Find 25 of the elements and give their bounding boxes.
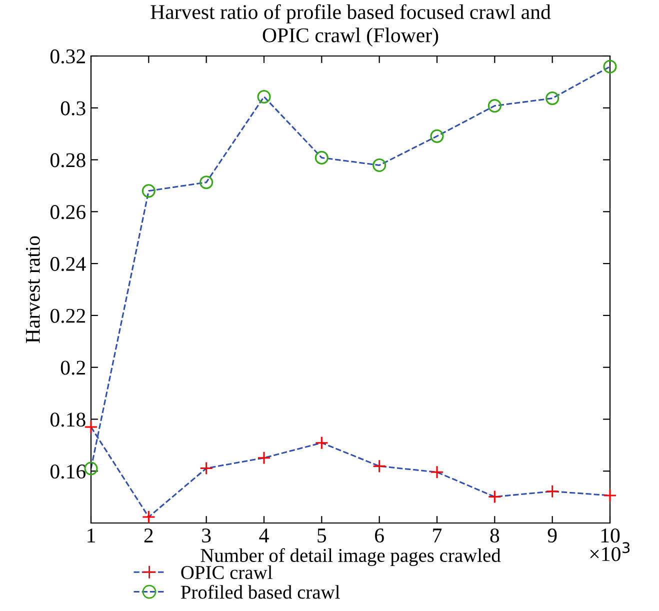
- x-tick-label: 6: [375, 528, 384, 543]
- x-tick-label: 5: [318, 528, 326, 543]
- y-tick-label: 0.28: [50, 153, 86, 168]
- x-tick-label: 9: [548, 528, 557, 543]
- y-tick-label: 0.22: [50, 308, 85, 323]
- y-tick-label: 0.32: [50, 49, 85, 64]
- y-tick-label: 0.18: [50, 412, 86, 427]
- x-tick-label: 2: [144, 528, 153, 542]
- x-tick-label: 4: [259, 528, 269, 542]
- text: ×10$^{3}$: [590, 542, 630, 562]
- x-tick-label: 3: [202, 528, 211, 543]
- y-tick-label: 0.2: [60, 360, 85, 375]
- y-tick-label: 0.26: [50, 205, 86, 220]
- x-tick-label: 7: [433, 528, 442, 542]
- x-tick-label: 8: [490, 528, 500, 543]
- x-tick-label: 1: [88, 528, 95, 542]
- legend-label: Profiled based crawl: [180, 584, 340, 599]
- y-axis-title: Harvest ratio: [26, 236, 40, 343]
- legend-label: OPIC crawl: [181, 565, 272, 580]
- chart-title: Harvest ratio of profile based focused crawl and OPIC crawl (Flower): [150, 4, 551, 47]
- y-tick-label: 0.24: [50, 256, 86, 272]
- y-tick-label: 0.16: [50, 464, 86, 479]
- y-tick-label: 0.3: [60, 101, 86, 116]
- x-axis-title: Number of detail image pages crawled: [200, 548, 501, 566]
- x-tick-label: 10: [601, 528, 620, 543]
